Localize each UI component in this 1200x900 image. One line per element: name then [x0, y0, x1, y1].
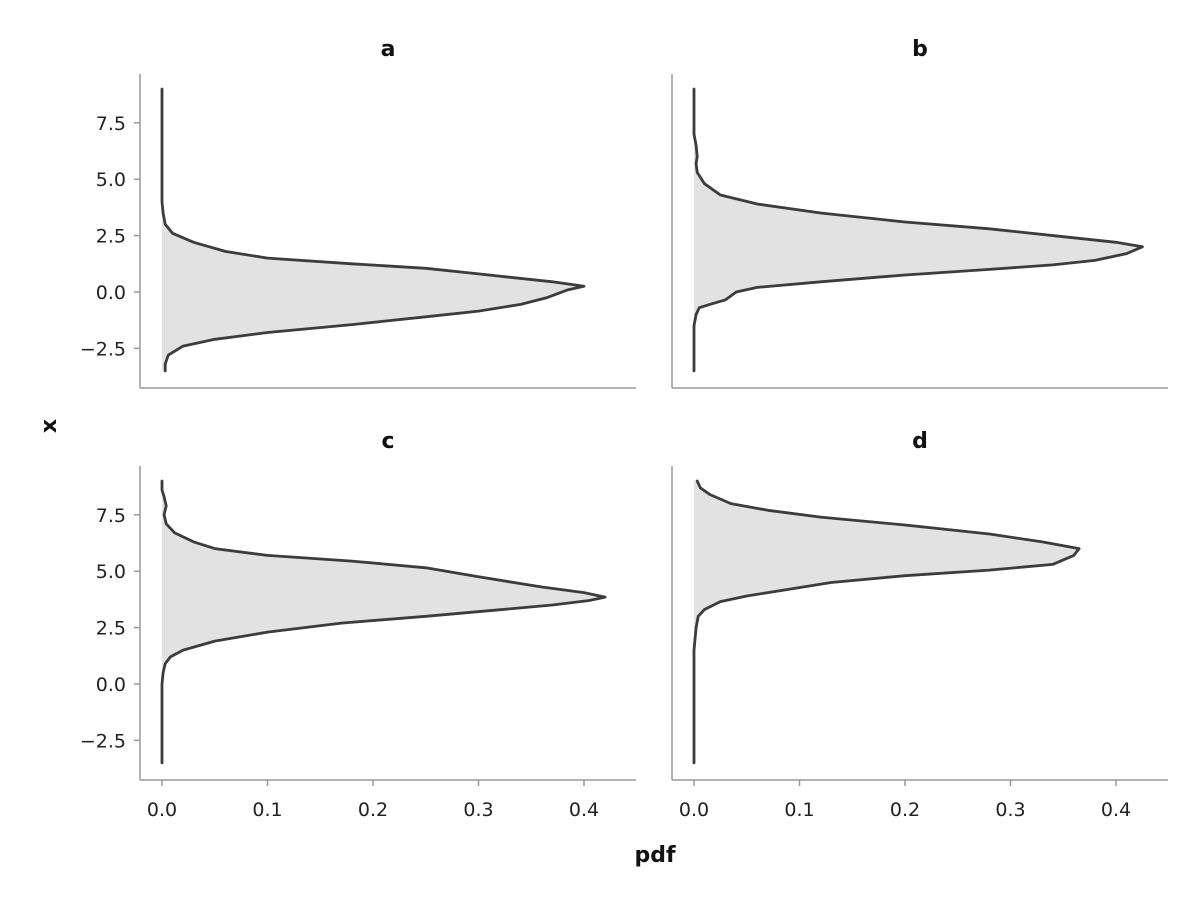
- y-tick-label: 5.0: [96, 169, 126, 191]
- y-tick-label: −2.5: [80, 338, 126, 360]
- density-line: [160, 87, 586, 373]
- panel-c: c −2.5 0.0 2.5 5.0 7.5 0.0 0.1 0.2 0.3 0.4: [80, 429, 636, 821]
- y-tick-label: 2.5: [96, 618, 126, 640]
- density-line: [692, 87, 1144, 373]
- x-tick-label: 0.3: [463, 799, 493, 821]
- x-tick-label: 0.4: [569, 799, 599, 821]
- x-tick-label: 0.1: [252, 799, 282, 821]
- y-axis-title: x: [37, 419, 62, 433]
- panel-title: c: [381, 429, 394, 454]
- panels-layer: a −2.5 0.0 2.5 5.0 7.5 b c −2.5 0.0 2.5 5.0 7.5 0.0 0.…: [80, 37, 1168, 821]
- density-area: [694, 89, 1143, 371]
- x-axis-title: pdf: [634, 843, 675, 868]
- x-tick-label: 0.1: [784, 799, 814, 821]
- x-tick-label: 0.2: [358, 799, 388, 821]
- x-tick-label: 0.2: [890, 799, 920, 821]
- x-tick-label: 0.0: [679, 799, 709, 821]
- panel-a: a −2.5 0.0 2.5 5.0 7.5: [80, 37, 636, 389]
- density-line: [692, 479, 1081, 765]
- x-tick-label: 0.3: [995, 799, 1025, 821]
- panel-title: b: [912, 37, 928, 62]
- panel-title: d: [912, 429, 928, 454]
- density-line: [160, 479, 607, 765]
- density-area: [162, 89, 584, 371]
- y-tick-label: 0.0: [96, 282, 126, 304]
- x-tick-label: 0.0: [147, 799, 177, 821]
- panel-b: b: [671, 37, 1168, 389]
- panel-title: a: [381, 37, 396, 62]
- density-area: [694, 481, 1080, 763]
- density-area: [162, 481, 606, 763]
- y-tick-label: −2.5: [80, 730, 126, 752]
- y-tick-label: 0.0: [96, 674, 126, 696]
- y-tick-label: 2.5: [96, 226, 126, 248]
- y-tick-label: 7.5: [96, 113, 126, 135]
- y-tick-label: 5.0: [96, 561, 126, 583]
- panel-d: d 0.0 0.1 0.2 0.3 0.4: [671, 429, 1168, 821]
- y-tick-label: 7.5: [96, 505, 126, 527]
- x-tick-label: 0.4: [1101, 799, 1131, 821]
